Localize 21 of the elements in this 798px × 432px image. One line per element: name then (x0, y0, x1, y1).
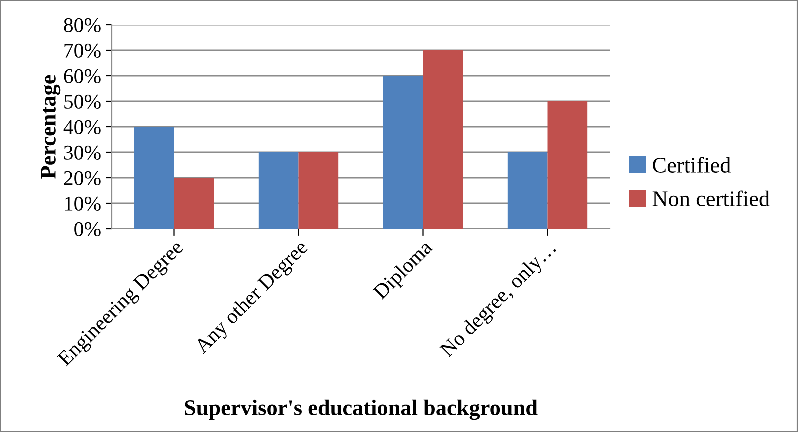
bar (548, 102, 588, 229)
bar (508, 152, 548, 229)
y-tick-label: 60% (64, 69, 101, 84)
bar (258, 152, 299, 229)
legend-label: Non certified (652, 190, 770, 207)
y-tick-label: 10% (65, 196, 101, 211)
bar (383, 76, 424, 229)
bar (134, 127, 174, 229)
y-tick-label: 50% (64, 94, 101, 109)
bar (298, 152, 339, 229)
bar (423, 50, 464, 229)
legend-label: Certified (653, 157, 731, 173)
y-tick-label: 70% (64, 44, 101, 58)
y-tick-label: 40% (64, 120, 101, 134)
y-tick-label: 0% (74, 222, 101, 236)
bar (174, 178, 214, 229)
y-tick-label: 80% (64, 18, 101, 32)
x-axis-title: Supervisor's educational background (185, 400, 538, 420)
y-tick-label: 20% (64, 171, 101, 186)
y-tick-label: 30% (64, 146, 101, 160)
y-axis-title: Percentage (41, 75, 61, 179)
